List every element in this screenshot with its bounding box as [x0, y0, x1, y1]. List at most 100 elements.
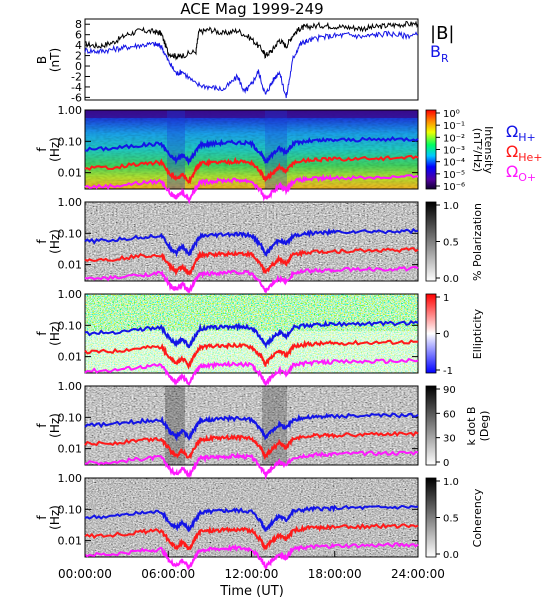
time-axis: 00:00:00 06:00:00 12:00:00 18:00:00 24:00:00 — [58, 551, 445, 581]
freq-ylabel-unit: (Hz) — [48, 413, 62, 438]
omega-h-curve — [84, 136, 419, 166]
b-series-lines — [84, 20, 419, 99]
time-tick-label: 00:00:00 — [58, 567, 112, 581]
panel-kdotb-frame — [84, 385, 419, 466]
colorbar-tick-label: 0.0 — [443, 550, 459, 561]
b-ylabel-unit: (nT) — [48, 48, 62, 72]
omega-o-curve — [85, 450, 419, 481]
colorbar-tick-label: 10⁻⁴ — [443, 158, 465, 169]
colorbar-tick-label: 10⁻⁵ — [443, 170, 465, 181]
ellipticity-cb-label: Ellipticity — [471, 308, 484, 359]
time-axis-label: Time (UT) — [219, 584, 284, 599]
freq-tick-label: 0.10 — [58, 503, 83, 516]
panel-polarization: 1.0 0.5 0.0 % Polarization — [84, 201, 484, 285]
freq-tick-label: 0.10 — [58, 411, 83, 424]
figure-title: ACE Mag 1999-249 — [180, 0, 323, 18]
colorbar-tick-label: 30 — [443, 434, 456, 445]
legend-b-r: BR — [430, 42, 449, 65]
legend-omega-he: ΩHe+ — [506, 142, 543, 164]
colorbar-tick-label: 10⁻¹ — [443, 121, 465, 132]
colorbar-tick-label: 0.0 — [443, 274, 459, 285]
intensity-image — [85, 110, 418, 189]
ellipticity-colorbar-ticks: 1 0 -1 — [436, 293, 453, 377]
freq-ylabel-main: f — [35, 331, 49, 336]
time-tick-label: 18:00:00 — [308, 567, 362, 581]
b-series-line — [84, 30, 418, 99]
colorbar-tick-label: 0 — [443, 458, 449, 469]
b-ytick-label: -2 — [71, 70, 82, 83]
freq-tick-label: 0.01 — [58, 167, 83, 180]
omega-h-curve — [84, 227, 419, 258]
panel-b-frame — [84, 18, 419, 101]
intensity-colorbar — [425, 109, 437, 190]
freq-tick-label: 0.01 — [58, 535, 83, 548]
b-series-line — [85, 20, 419, 61]
omega-he-curve — [84, 154, 419, 185]
intensity-cb-label-main: Intensity — [482, 126, 495, 174]
kdotb-cb-label-unit: (Deg) — [478, 411, 491, 442]
b-ytick-label: -6 — [71, 91, 82, 104]
omega-he-curve — [84, 339, 419, 370]
colorbar-tick-label: 1.0 — [443, 477, 459, 488]
legend-b-r-main: B — [430, 42, 441, 61]
colorbar-tick-label: 10⁻⁶ — [443, 182, 465, 193]
panel-polarization-frame — [84, 201, 419, 282]
polarization-colorbar — [425, 201, 437, 282]
time-tick-label: 06:00:00 — [141, 567, 195, 581]
freq-tick-label: 0.10 — [58, 319, 83, 332]
legend-omega-he-main: Ω — [506, 142, 518, 161]
omega-he-curve — [84, 522, 419, 552]
legend-omega-o: ΩO+ — [506, 162, 536, 184]
colorbar-tick-label: 1 — [443, 293, 449, 304]
b-ytick-label: 2 — [75, 50, 82, 63]
freq-tick-label: 1.00 — [58, 288, 83, 301]
intensity-cb-label-unit: (nT²/Hz) — [471, 128, 484, 172]
b-ytick-label: 6 — [75, 29, 82, 42]
omega-o-curve — [84, 173, 419, 205]
legend-omega-h-sub: H+ — [518, 131, 536, 144]
omega-he-curve — [84, 430, 419, 461]
freq-ylabel-unit: (Hz) — [48, 229, 62, 254]
legend-b-magnitude: |B| — [430, 23, 454, 44]
time-tick-label: 24:00:00 — [391, 567, 445, 581]
polarization-cb-label: % Polarization — [471, 203, 484, 281]
kdotb-colorbar — [425, 385, 437, 466]
freq-ylabel-main: f — [35, 147, 49, 152]
freq-tick-label: 1.00 — [58, 380, 83, 393]
omega-he-curve — [84, 247, 419, 277]
polarization-image — [85, 202, 418, 281]
freq-tick-label: 1.00 — [58, 472, 83, 485]
freq-tick-label: 0.01 — [58, 259, 83, 272]
ellipticity-colorbar — [425, 293, 437, 374]
colorbar-tick-label: 60 — [443, 409, 456, 420]
freq-tick-label: 0.10 — [58, 135, 83, 148]
b-ytick-label: 0 — [75, 60, 82, 73]
panel-intensity-frame — [84, 109, 419, 190]
colorbar-tick-label: 10⁻² — [443, 133, 465, 144]
polarization-colorbar-ticks: 1.0 0.5 0.0 — [436, 201, 459, 285]
coherency-colorbar — [425, 477, 437, 558]
omega-o-curve — [84, 357, 419, 387]
legend-b-r-sub: R — [441, 52, 449, 65]
legend-omega-h: ΩH+ — [506, 122, 536, 144]
freq-tick-label: 1.00 — [58, 196, 83, 209]
omega-h-curve — [84, 412, 419, 442]
time-tick-label: 12:00:00 — [225, 567, 279, 581]
panel-ellipticity-frame — [84, 293, 419, 374]
colorbar-tick-label: 0 — [443, 330, 449, 341]
freq-tick-label: 0.10 — [58, 227, 83, 240]
gyrofrequency-curves — [84, 136, 419, 571]
colorbar-tick-label: 10⁰ — [443, 109, 460, 120]
freq-tick-label: 0.01 — [58, 443, 83, 456]
kdotb-colorbar-ticks: 90 60 30 0 — [436, 385, 456, 469]
freq-ylabel-unit: (Hz) — [48, 137, 62, 162]
b-ytick-label: -4 — [71, 81, 82, 94]
legend-omega-o-main: Ω — [506, 162, 518, 181]
freq-ylabel-main: f — [35, 239, 49, 244]
colorbar-tick-label: 90 — [443, 385, 456, 396]
spectrogram-axes: 1.000.100.01f (Hz)1.000.100.01f (Hz)1.000.… — [35, 104, 418, 548]
b-ytick-label: 4 — [75, 39, 82, 52]
